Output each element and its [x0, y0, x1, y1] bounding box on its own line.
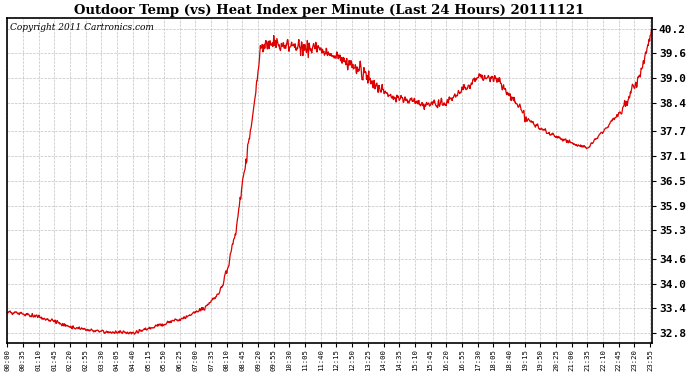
Title: Outdoor Temp (vs) Heat Index per Minute (Last 24 Hours) 20111121: Outdoor Temp (vs) Heat Index per Minute … — [75, 4, 584, 17]
Text: Copyright 2011 Cartronics.com: Copyright 2011 Cartronics.com — [10, 23, 155, 32]
